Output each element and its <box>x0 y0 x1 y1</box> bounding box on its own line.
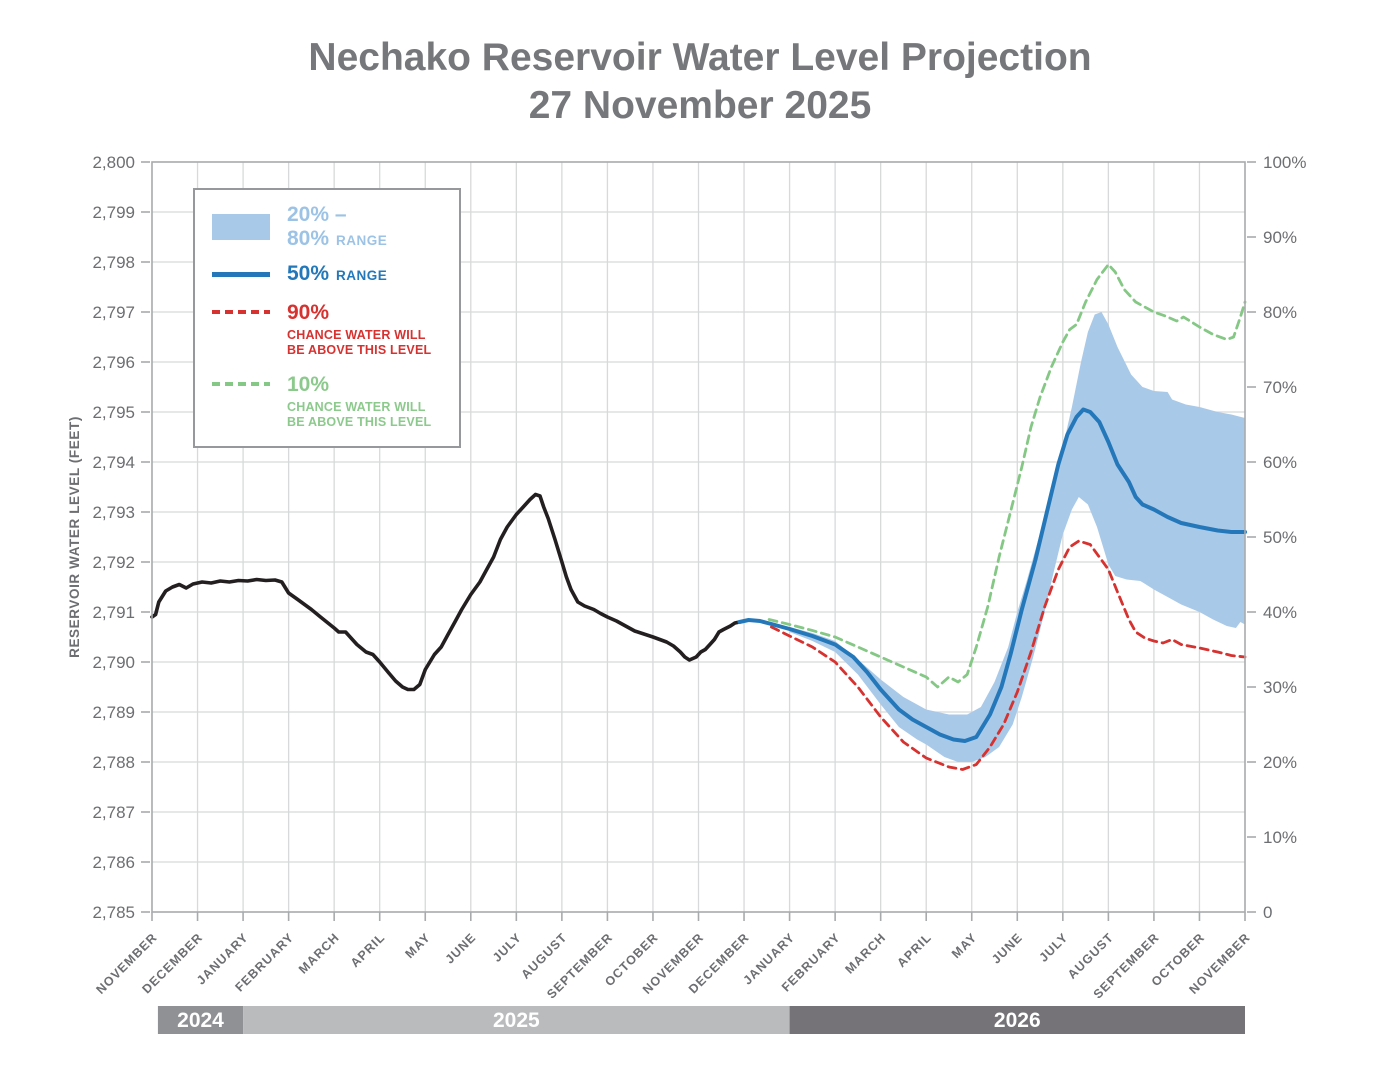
right-tick-label: 70% <box>1263 378 1297 397</box>
left-tick-label: 2,797 <box>92 303 135 322</box>
legend-item-band: 20% – 80% RANGE <box>212 203 449 251</box>
right-tick-label: 30% <box>1263 678 1297 697</box>
left-tick-label: 2,786 <box>92 853 135 872</box>
left-tick-label: 2,788 <box>92 753 135 772</box>
month-label: MARCH <box>296 930 342 976</box>
left-tick-label: 2,785 <box>92 903 135 922</box>
month-label: JULY <box>1036 930 1071 965</box>
band-swatch-icon <box>212 214 270 240</box>
right-tick-label: 0 <box>1263 903 1272 922</box>
legend-p10-caption: CHANCE WATER WILL BE ABOVE THIS LEVEL <box>287 400 432 429</box>
year-bar <box>157 1006 244 1034</box>
line-50pct <box>737 407 1247 743</box>
chart-title-line2: 27 November 2025 <box>528 84 872 127</box>
legend-p90-caption: CHANCE WATER WILL BE ABOVE THIS LEVEL <box>287 328 432 357</box>
year-label: 2024 <box>177 1009 224 1032</box>
legend-item-p90: 90% CHANCE WATER WILL BE ABOVE THIS LEVE… <box>212 301 449 358</box>
left-tick-label: 2,795 <box>92 403 135 422</box>
year-label: 2025 <box>493 1009 540 1032</box>
month-label: MAY <box>949 930 980 961</box>
band-20-80 <box>789 312 1245 762</box>
left-tick-label: 2,789 <box>92 703 135 722</box>
legend-band-label: 20% – 80% <box>287 203 347 250</box>
year-bar <box>243 1006 790 1034</box>
left-tick-label: 2,794 <box>92 453 135 472</box>
right-tick-label: 10% <box>1263 828 1297 847</box>
legend-box: 20% – 80% RANGE 50% RANGE 90% CHANCE WATER… <box>193 188 461 448</box>
left-tick-label: 2,792 <box>92 553 135 572</box>
month-label: APRIL <box>894 930 934 970</box>
legend-item-p10: 10% CHANCE WATER WILL BE ABOVE THIS LEVE… <box>212 373 449 430</box>
right-tick-label: 60% <box>1263 453 1297 472</box>
month-label: JULY <box>490 930 525 965</box>
line-10pct <box>767 263 1247 689</box>
right-tick-label: 90% <box>1263 228 1297 247</box>
legend-median-range-label: RANGE <box>336 268 388 283</box>
right-tick-label: 80% <box>1263 303 1297 322</box>
month-label: MAY <box>403 930 434 961</box>
left-tick-label: 2,799 <box>92 203 135 222</box>
left-tick-label: 2,790 <box>92 653 135 672</box>
chart-title-line1: Nechako Reservoir Water Level Projection <box>308 36 1092 79</box>
p10-dash-swatch-icon <box>212 382 270 386</box>
left-tick-label: 2,793 <box>92 503 135 522</box>
left-tick-label: 2,800 <box>92 153 135 172</box>
right-tick-label: 100% <box>1263 153 1306 172</box>
year-bar <box>789 1006 1245 1034</box>
month-label: APRIL <box>348 930 388 970</box>
year-label: 2026 <box>994 1009 1041 1032</box>
y-axis-title: RESERVOIR WATER LEVEL (FEET) <box>67 416 82 658</box>
line-90pct <box>770 539 1247 771</box>
month-label: MARCH <box>842 930 888 976</box>
month-label: JUNE <box>443 930 479 966</box>
left-tick-label: 2,791 <box>92 603 135 622</box>
legend-band-range-label: RANGE <box>336 233 388 248</box>
right-tick-label: 50% <box>1263 528 1297 547</box>
right-tick-label: 20% <box>1263 753 1297 772</box>
left-tick-label: 2,787 <box>92 803 135 822</box>
right-tick-label: 40% <box>1263 603 1297 622</box>
median-line-swatch-icon <box>212 271 270 277</box>
legend-median-label: 50% <box>287 262 330 285</box>
left-tick-label: 2,798 <box>92 253 135 272</box>
left-tick-label: 2,796 <box>92 353 135 372</box>
chart-title: Nechako Reservoir Water Level Projection… <box>0 34 1400 130</box>
legend-p10-label: 10% <box>287 373 330 396</box>
line-historical <box>150 492 742 692</box>
month-label: JUNE <box>989 930 1025 966</box>
legend-p90-label: 90% <box>287 301 330 324</box>
p90-dash-swatch-icon <box>212 310 270 314</box>
legend-item-median: 50% RANGE <box>212 262 449 286</box>
